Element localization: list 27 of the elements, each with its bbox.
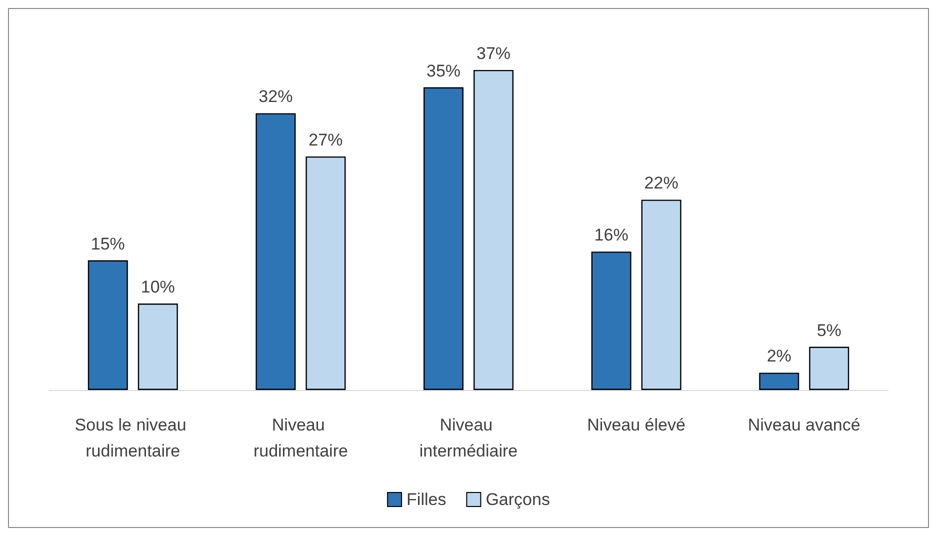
x-tick-label: Sous le niveau rudimentaire	[74, 416, 192, 460]
x-tick-label: Niveau élevé	[587, 416, 686, 434]
bar	[759, 372, 800, 390]
data-label: 27%	[308, 130, 343, 150]
data-label: 10%	[140, 278, 175, 296]
bar	[641, 200, 682, 390]
data-label: 32%	[258, 87, 293, 106]
x-tick-label: Niveau rudimentaire	[253, 416, 348, 460]
bar	[256, 113, 296, 390]
legend-label: Garçons	[486, 490, 550, 509]
data-label: 37%	[476, 44, 511, 63]
data-label: 35%	[426, 61, 461, 80]
x-tick-label: Niveau intermédiaire	[419, 416, 518, 460]
x-tick-label: Niveau avancé	[748, 416, 860, 434]
bar	[138, 304, 178, 390]
data-label: 16%	[594, 226, 628, 245]
legend-label: Filles	[406, 490, 446, 509]
bar	[424, 87, 464, 390]
bar	[306, 156, 346, 390]
bar	[591, 252, 632, 390]
bar	[88, 260, 128, 390]
data-label: 22%	[644, 174, 678, 193]
data-label: 2%	[766, 346, 792, 366]
bar	[474, 70, 514, 390]
data-label: 15%	[90, 234, 125, 254]
data-label: 5%	[816, 320, 842, 340]
bar	[809, 346, 850, 390]
